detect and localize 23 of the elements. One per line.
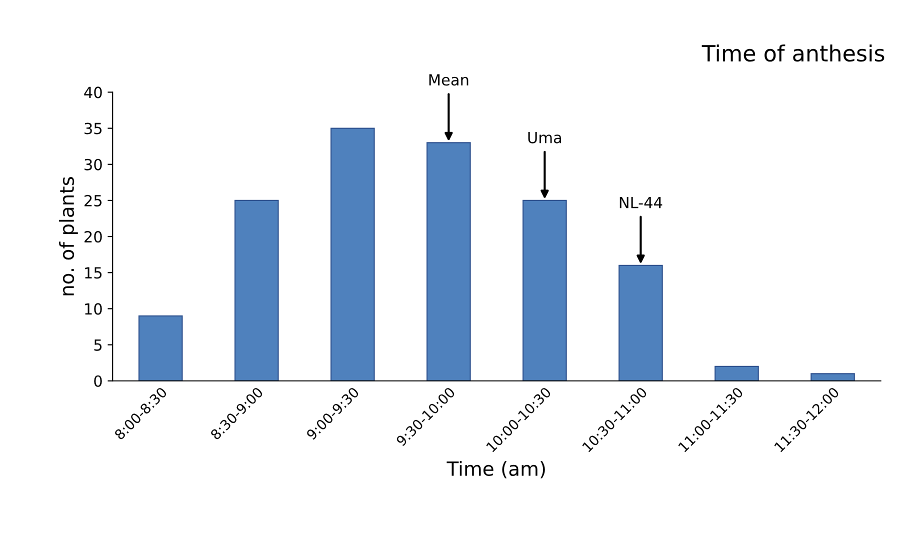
y-tick-label: 0: [94, 375, 102, 387]
y-tick-label: 35: [84, 122, 102, 134]
x-axis-title: Time (am): [446, 460, 545, 478]
chart-title: Time of anthesis: [702, 44, 884, 62]
y-tick-label: 15: [85, 267, 102, 279]
bar: [618, 264, 663, 381]
bar: [138, 315, 183, 381]
annotation: NL-44: [620, 196, 662, 208]
y-axis-title: no. of plants: [59, 177, 78, 296]
bar: [522, 200, 567, 381]
y-tick-label: 20: [84, 230, 102, 243]
annotation: Uma: [528, 132, 562, 144]
bar: [234, 200, 279, 381]
bar: [714, 366, 759, 381]
bar: [426, 142, 471, 381]
bar: [330, 128, 375, 381]
y-tick-label: 30: [84, 158, 102, 170]
y-tick-label: 40: [84, 86, 102, 98]
bar: [810, 373, 855, 381]
y-tick-label: 5: [94, 339, 102, 351]
annotation: Mean: [429, 74, 468, 86]
y-tick-label: 25: [84, 194, 102, 206]
y-tick-label: 10: [85, 303, 102, 315]
